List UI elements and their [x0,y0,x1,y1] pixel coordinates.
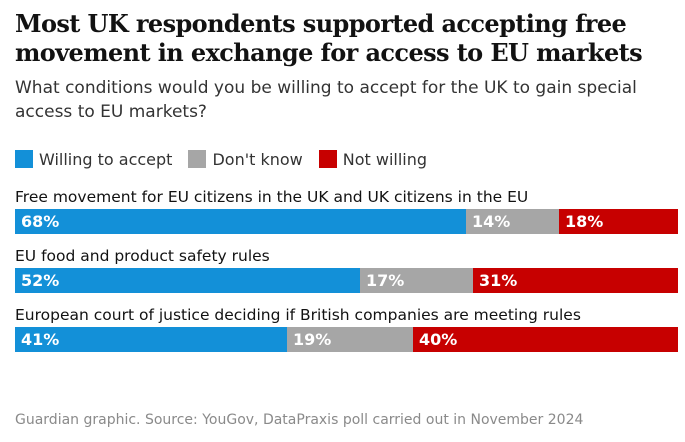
category-label: EU food and product safety rules [15,247,270,265]
category-label: European court of justice deciding if Br… [15,306,581,324]
stacked-bar: 41% 19% 40% [15,327,678,352]
bar-segment-not-willing: 31% [473,268,678,293]
legend-label-dont-know: Don't know [212,149,303,169]
legend-label-willing: Willing to accept [39,149,173,169]
stacked-bar: 68% 14% 18% [15,209,678,234]
bar-segment-dont-know: 19% [287,327,413,352]
bar-segment-dont-know: 14% [466,209,559,234]
category-label: Free movement for EU citizens in the UK … [15,188,529,206]
legend-swatch-not-willing [318,150,337,168]
chart-title: Most UK respondents supported accepting … [15,9,643,67]
legend-swatch-dont-know [188,150,207,168]
bar-segment-not-willing: 40% [413,327,678,352]
stacked-bar: 52% 17% 31% [15,268,678,293]
legend: Willing to accept Don't know Not willing [15,149,678,169]
bar-segment-willing: 41% [15,327,287,352]
bar-segment-not-willing: 18% [559,209,678,234]
legend-item-not-willing: Not willing [318,149,428,169]
bar-segment-dont-know: 17% [360,268,473,293]
legend-label-not-willing: Not willing [342,149,428,169]
legend-item-willing: Willing to accept [15,150,172,169]
bar-segment-willing: 52% [15,268,360,293]
legend-swatch-willing [15,150,33,168]
bar-row: EU food and product safety rules 52% 17% 31… [15,246,678,293]
chart-container: Most UK respondents supported accepting … [15,0,678,364]
bar-rows: Free movement for EU citizens in the UK … [15,187,678,352]
source-note: Guardian graphic. Source: YouGov, DataPr… [15,412,584,428]
bar-row: European court of justice deciding if Br… [15,305,678,352]
chart-subtitle: What conditions would you be willing to … [15,78,637,122]
legend-item-dont-know: Don't know [188,149,303,169]
bar-row: Free movement for EU citizens in the UK … [15,187,678,234]
bar-segment-willing: 68% [15,209,466,234]
